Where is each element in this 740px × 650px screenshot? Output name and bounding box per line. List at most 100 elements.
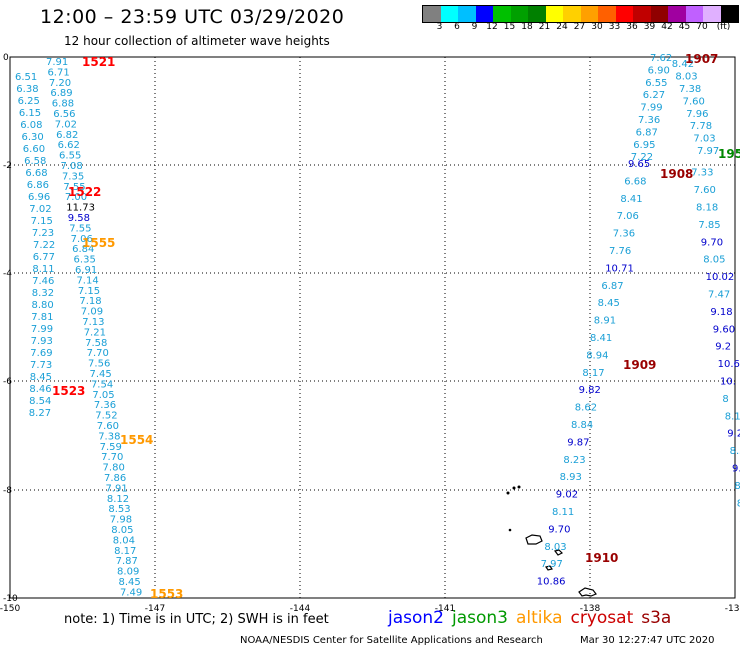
wave-height-reading: 7.55 [69,223,91,234]
wave-height-reading: 8.52 [730,446,740,457]
y-tick-label: -2 [3,161,12,171]
wave-height-reading: 7.18 [79,296,101,307]
wave-height-reading: 9.65 [628,159,650,170]
wave-height-reading: 6.30 [22,132,44,143]
wave-height-reading: 8.53 [108,504,130,515]
wave-height-reading: 6.87 [601,281,623,292]
wave-height-reading: 7.05 [92,390,114,401]
wave-height-reading: 6.56 [53,109,75,120]
wave-height-reading: 8.05 [111,525,133,536]
wave-height-reading: 6.68 [624,176,646,187]
wave-height-reading: 8.41 [590,333,612,344]
color-scale-label: 15 [503,22,516,32]
track-time-label: 1522 [68,185,101,199]
wave-height-reading: 6.25 [18,96,40,107]
track-time-label: 1907 [685,52,718,66]
wave-height-reading: 6.51 [15,72,37,83]
color-scale-label: 9 [471,22,478,32]
y-tick-label: -10 [3,594,18,604]
wave-height-reading: 8.45 [30,372,52,383]
wave-height-reading: 8.45 [598,298,620,309]
wave-height-reading: 7.96 [686,109,708,120]
wave-height-reading: 7.06 [617,211,639,222]
wave-height-reading: 6.84 [72,244,94,255]
wave-height-reading: 8.45 [119,577,141,588]
color-scale-label: 27 [573,22,586,32]
color-swatch [580,6,598,22]
wave-height-reading: 10.02 [706,272,735,283]
wave-height-reading: 7.00 [65,192,87,203]
track-c-readings: 7.628.426.90 8.03 6.55 7.38 6.27 7.60 7.99 7.96… [537,53,740,588]
color-swatch [563,6,581,22]
wave-height-reading: 8.32 [32,288,54,299]
wave-height-reading: 7.52 [95,411,117,422]
wave-height-reading: 8.12 [107,494,129,505]
wave-height-reading: 9.02 [556,490,578,501]
credit-text: NOAA/NESDIS Center for Satellite Applica… [240,635,543,646]
color-swatch [685,6,703,22]
wave-height-reading: 7.60 [97,421,119,432]
wave-height-reading: 7.58 [85,338,107,349]
x-tick-label: -141 [435,604,455,614]
legend-entry: jason2 [388,608,444,628]
wave-height-reading: 7.15 [78,286,100,297]
wave-height-reading: 7.59 [100,442,122,453]
x-tick-label: -138 [580,604,601,614]
wave-height-reading: 8.23 [563,455,585,466]
wave-height-reading: 9.70 [701,237,723,248]
wave-height-reading: 7.93 [31,336,53,347]
track-time-labels: 1521 1522 1555 1523 1554 1553 1907 1908 1909 1910… [52,52,740,601]
color-swatch [668,6,686,22]
wave-height-reading: 6.35 [74,255,96,266]
wave-height-reading: 8.54 [29,396,51,407]
wave-height-reading: 7.54 [91,379,113,390]
wave-height-reading: 8.04 [113,535,135,546]
wave-height-reading: 7.76 [609,246,631,257]
wave-height-reading: 7.70 [87,348,109,359]
generated-timestamp: Mar 30 12:27:47 UTC 2020 [580,635,715,646]
x-tick-label: -150 [0,604,20,614]
wave-height-reading: 7.36 [638,115,660,126]
footnote: note: 1) Time is in UTC; 2) SWH is in fe… [64,612,329,627]
wave-height-reading: 11.73 [66,203,95,214]
color-scale-label: 21 [538,22,551,32]
color-scale-label: 36 [626,22,638,32]
wave-height-reading: 7.81 [31,312,53,323]
color-swatch [510,6,528,22]
wave-height-reading: 8.27 [29,408,51,419]
wave-height-reading: 8.84 [571,420,593,431]
color-swatch [545,6,563,22]
wave-height-reading: 7.99 [31,324,53,335]
wave-height-reading: 7.97 [541,559,563,570]
wave-height-reading: 9.2 [715,342,731,353]
wave-height-reading: 6.96 [28,192,50,203]
wave-height-reading: 7.60 [683,96,705,107]
wave-height-reading: 6.91 [75,265,97,276]
wave-height-reading: 8.03 [675,72,697,83]
x-tick-label: -135 [725,604,740,614]
track-time-label: 1909 [623,358,656,372]
wave-height-reading: 8.03 [544,542,566,553]
wave-height-reading: 7.14 [76,275,98,286]
wave-height-reading: 6.58 [24,156,46,167]
color-scale-label: 42 [661,22,673,32]
wave-height-reading: 7.91 [105,483,127,494]
axis-tick-labels: -150 -147 -144 -141 -138 -135 0 -2 -4 -6 -8 -10 [0,53,740,614]
wave-height-reading: 8.11 [725,411,740,422]
wave-height-reading: 6.55 [59,151,81,162]
track-time-label: 1908 [660,167,693,181]
wave-height-reading: 8.93 [560,472,582,483]
wave-height-reading: 6.68 [25,168,47,179]
wave-height-reading: 9.60 [713,324,735,335]
wave-height-reading: 7.08 [61,161,83,172]
track-time-label: 1910 [585,551,618,565]
wave-height-reading: 7.49 [120,587,142,598]
wave-height-reading: 7.62 [650,53,672,64]
wave-height-reading: 9.28 [732,464,740,475]
color-swatch [493,6,511,22]
wave-height-reading: 7.03 [693,134,715,145]
color-scale-label: 45 [678,22,691,32]
wave-height-reading: 6.71 [47,67,69,78]
wave-height-reading: 10.6 [718,359,740,370]
wave-height-reading: 7.20 [49,78,71,89]
